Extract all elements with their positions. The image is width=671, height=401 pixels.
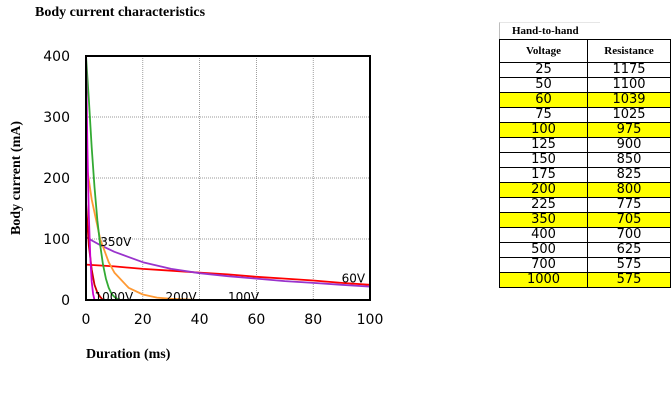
resistance-cell: 625: [587, 242, 671, 258]
voltage-cell: 175: [499, 167, 588, 183]
resistance-cell: 775: [587, 197, 671, 213]
table-row: 700 575: [499, 257, 671, 273]
chart-title: Body current characteristics: [35, 5, 206, 20]
chart: 0 20 40 60 80 100 0 100 200 300 400 350V 1000V 200V 1…: [9, 49, 383, 362]
table-row: 125 900: [499, 137, 671, 153]
curve-label: 60V: [342, 272, 366, 286]
curve-label: 200V: [166, 290, 198, 304]
voltage-cell: 150: [499, 152, 588, 168]
chart-ticks: 0 20 40 60 80 100 0 100 200 300 400: [43, 49, 383, 328]
table-row: 1000 575: [499, 272, 671, 288]
x-tick-label: 40: [191, 312, 209, 328]
resistance-cell: 825: [587, 167, 671, 183]
voltage-cell: 400: [499, 227, 588, 243]
voltage-cell: 1000: [499, 272, 588, 288]
voltage-cell: 350: [499, 212, 588, 228]
table-row: 60 1039: [499, 92, 671, 108]
curve-label: 100V: [228, 290, 260, 304]
resistance-cell: 705: [587, 212, 671, 228]
resistance-cell: 900: [587, 137, 671, 153]
table-body: 25 1175 50 1100 60 1039 75 1025 100 975 125 900 150 8…: [499, 62, 671, 288]
voltage-cell: 125: [499, 137, 588, 153]
voltage-cell: 50: [499, 77, 588, 93]
header-resistance: Resistance: [587, 39, 671, 63]
table-row: 350 705: [499, 212, 671, 228]
x-tick-label: 0: [82, 312, 91, 328]
y-tick-label: 100: [43, 232, 70, 248]
table-row: 200 800: [499, 182, 671, 198]
resistance-cell: 975: [587, 122, 671, 138]
y-tick-label: 300: [43, 110, 70, 126]
voltage-cell: 60: [499, 92, 588, 108]
voltage-cell: 75: [499, 107, 588, 123]
series-line-350v: [85, 202, 104, 301]
resistance-cell: 1175: [587, 62, 671, 78]
voltage-cell: 225: [499, 197, 588, 213]
x-tick-label: 80: [304, 312, 322, 328]
resistance-cell: 800: [587, 182, 671, 198]
resistance-cell: 1100: [587, 77, 671, 93]
header-voltage: Voltage: [499, 39, 588, 63]
table-row: 400 700: [499, 227, 671, 243]
curve-label: 350V: [100, 235, 132, 249]
resistance-table-panel: Hand-to-hand Voltage Resistance 25 1175 50…: [499, 22, 671, 288]
table-row: 75 1025: [499, 107, 671, 123]
resistance-cell: 1039: [587, 92, 671, 108]
resistance-cell: 575: [587, 272, 671, 288]
table-row: 225 775: [499, 197, 671, 213]
series-line-100v: [85, 236, 371, 288]
table-row: 500 625: [499, 242, 671, 258]
x-tick-label: 100: [357, 312, 384, 328]
voltage-cell: 100: [499, 122, 588, 138]
x-tick-label: 60: [247, 312, 265, 328]
voltage-cell: 500: [499, 242, 588, 258]
table-row: 50 1100: [499, 77, 671, 93]
curve-label: 1000V: [95, 290, 135, 304]
x-tick-label: 20: [134, 312, 152, 328]
voltage-cell: 200: [499, 182, 588, 198]
resistance-cell: 575: [587, 257, 671, 273]
series-line-60v: [85, 263, 371, 286]
plot-frame: [85, 55, 371, 301]
resistance-cell: 1025: [587, 107, 671, 123]
y-tick-label: 0: [61, 293, 70, 309]
resistance-cell: 700: [587, 227, 671, 243]
series-line-1000v: [85, 55, 121, 301]
table-row: 100 975: [499, 122, 671, 138]
table-title: Hand-to-hand: [499, 22, 600, 39]
chart-annotations: 350V 1000V 200V 100V 60V: [95, 235, 366, 304]
y-tick-label: 400: [43, 49, 70, 65]
table-row: 150 850: [499, 152, 671, 168]
voltage-cell: 25: [499, 62, 588, 78]
chart-series: [85, 55, 371, 301]
resistance-table: Voltage Resistance 25 1175 50 1100 60 1039 75 1…: [499, 39, 671, 288]
table-row: 175 825: [499, 167, 671, 183]
resistance-cell: 850: [587, 152, 671, 168]
chart-grid: [86, 56, 370, 300]
x-axis-label: Duration (ms): [86, 347, 171, 362]
y-axis-label: Body current (mA): [9, 121, 24, 235]
table-row: 25 1175: [499, 62, 671, 78]
table-header-row: Voltage Resistance: [499, 39, 671, 63]
series-line-1000v-peak: [85, 55, 96, 301]
voltage-cell: 700: [499, 257, 588, 273]
y-tick-label: 200: [43, 171, 70, 187]
